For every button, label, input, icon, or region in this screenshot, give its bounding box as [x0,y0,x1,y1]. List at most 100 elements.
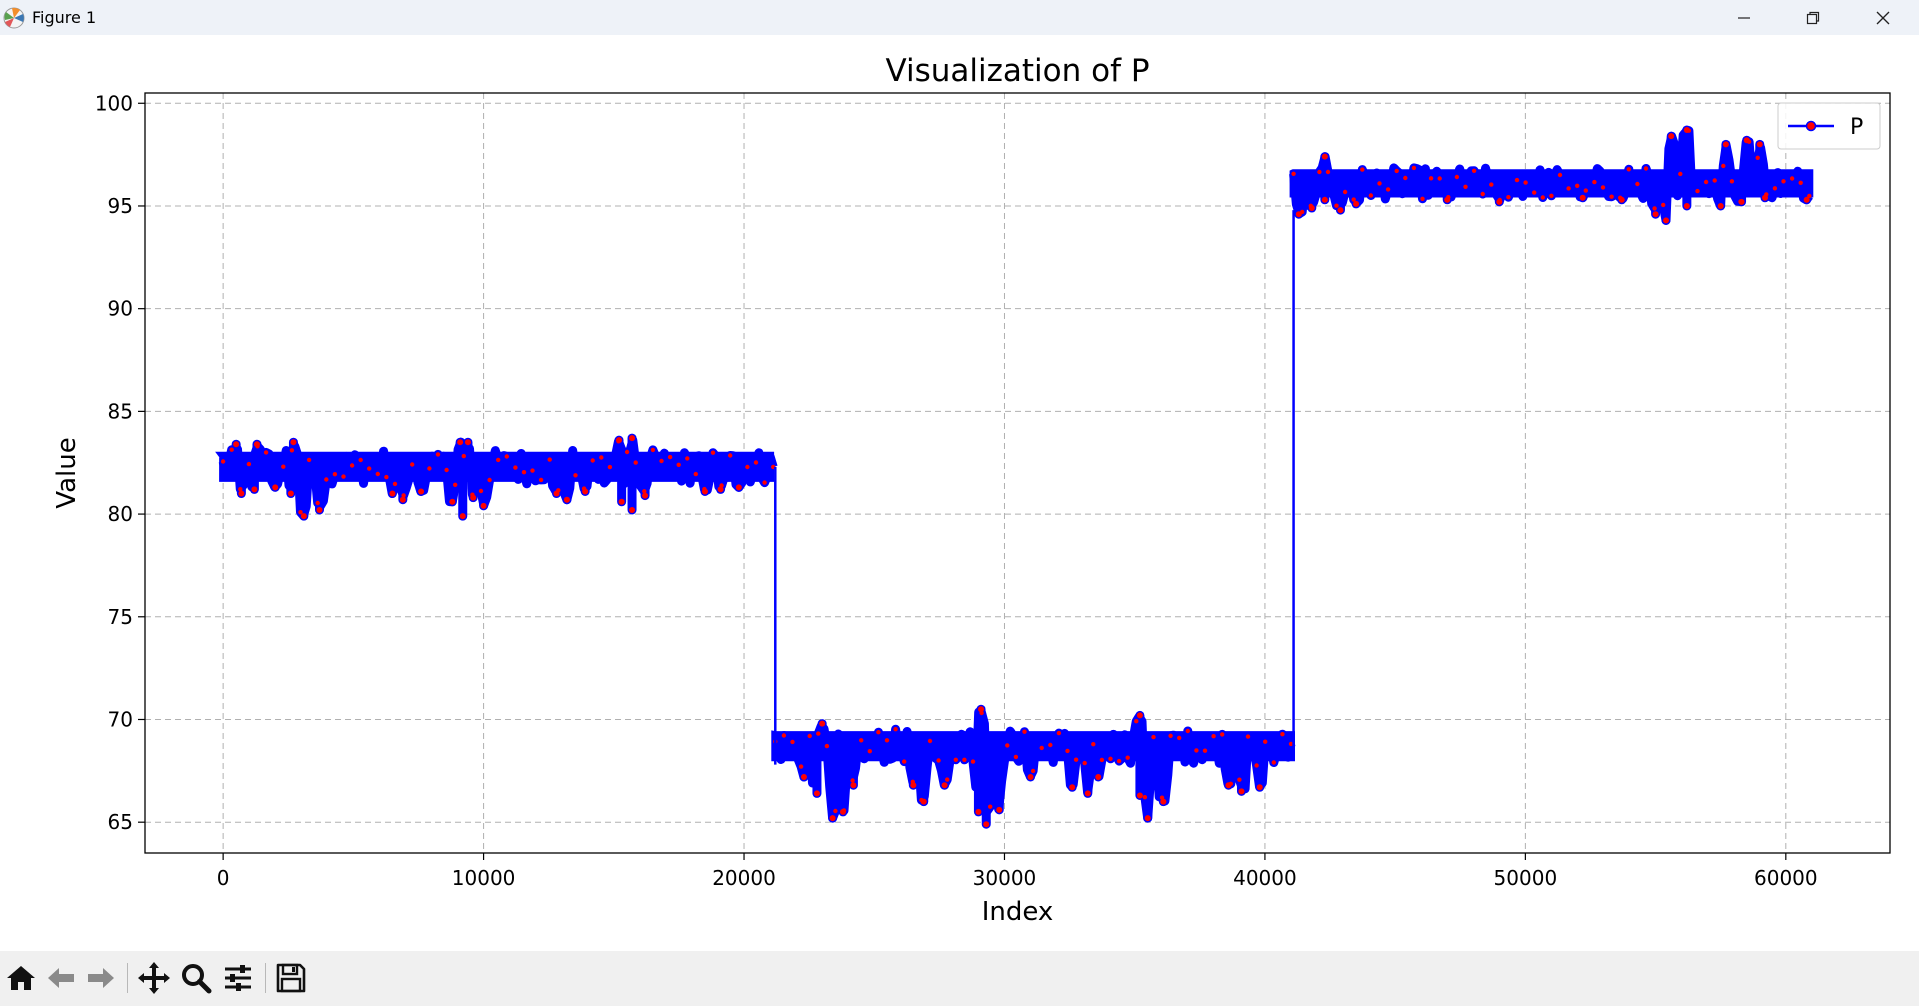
y-tick-label: 75 [108,605,133,629]
series-p-marker [1772,186,1778,191]
zoom-button[interactable] [177,959,215,997]
series-p-marker [1142,795,1148,800]
series-p-marker [629,435,636,442]
series-p-marker [850,778,855,783]
series-p-marker [953,757,958,762]
series-p-marker [910,779,915,784]
series-p-marker [1271,760,1277,765]
series-p-marker [659,458,664,464]
save-button[interactable] [272,959,310,997]
series-p-marker [1764,192,1769,197]
series-p-marker [1579,194,1586,201]
pan-icon [138,962,170,994]
forward-button[interactable] [82,959,120,997]
series-p-marker [457,439,464,446]
series-p-marker [590,458,595,463]
series-p-marker [459,513,466,520]
series-p-marker [1635,181,1640,187]
series-p-marker [281,464,286,469]
series-p-marker [1549,193,1554,198]
y-tick-label: 80 [108,502,133,526]
series-p-marker [710,450,716,455]
series-p-marker [306,457,312,463]
series-p-marker [1463,184,1468,189]
series-p-marker [728,453,733,458]
x-tick-label: 30000 [973,866,1037,890]
series-p-marker [1245,734,1251,739]
series-p-marker [1497,197,1503,203]
series-p-marker [1342,189,1348,195]
series-p-marker [1557,172,1563,178]
series-p-marker [1454,174,1460,180]
series-p-marker [1669,134,1674,139]
series-p-marker [290,439,297,446]
figure-canvas[interactable]: 0 10000 20000 30000 40000 50000 60000 65 70 75 80… [0,35,1919,951]
series-p-marker [375,471,380,477]
series-p-marker [1091,742,1096,747]
y-axis-ticks: 65 70 75 80 85 90 95 100 [95,91,145,834]
series-p-marker [667,454,673,460]
series-p-marker [1798,180,1803,185]
series-p-marker [702,486,707,492]
home-button[interactable] [2,959,40,997]
series-p-marker [1489,182,1494,187]
series-p-marker [1592,179,1597,185]
series-p-marker [1220,732,1225,737]
series-p-marker [263,450,269,455]
series-p-marker [927,738,933,744]
x-tick-label: 50000 [1494,866,1558,890]
series-p-marker [753,460,759,465]
series-p-marker [1506,195,1511,200]
pan-button[interactable] [135,959,173,997]
configure-subplots-button[interactable] [219,959,257,997]
home-icon [7,966,35,990]
series-p-marker [1337,207,1344,214]
toolbar-separator [265,963,266,993]
series-p-marker [1125,755,1130,760]
series-p-marker [876,730,881,735]
series-p-marker [220,459,226,464]
series-p-marker [496,457,501,463]
series-p-marker [1099,757,1105,763]
back-arrow-icon [48,968,74,988]
y-tick-label: 90 [108,297,133,321]
restore-button[interactable] [1778,0,1848,35]
series-p-marker [246,461,252,467]
x-axis-ticks: 0 10000 20000 30000 40000 50000 60000 [217,853,1818,890]
series-p-marker [564,497,570,502]
series-p-marker [693,471,698,477]
close-button[interactable] [1848,0,1918,35]
series-p-marker [629,506,636,513]
series-p-marker [1095,774,1102,780]
title-bar[interactable]: Figure 1 [0,0,1919,35]
series-p-marker [1211,734,1216,739]
series-p-marker [1446,195,1451,200]
navigation-toolbar [0,951,1919,1006]
series-p-marker [300,513,307,520]
y-axis-label: Value [52,437,82,508]
series-p-marker [1661,202,1666,208]
series-p-marker [238,490,245,497]
series-p-marker [464,439,471,446]
series-p-marker [850,782,857,789]
series-p-marker [1108,756,1113,761]
series-p-marker [449,498,456,505]
series-p-marker [418,489,423,494]
series-p-marker [1288,741,1294,747]
series-p-marker [642,492,649,499]
back-button[interactable] [42,959,80,997]
series-p-marker [1056,730,1062,736]
minimize-button[interactable] [1709,0,1779,35]
series-p-marker [1317,169,1322,175]
x-tick-label: 0 [217,866,230,890]
series-p-marker [1360,167,1365,172]
series-p-marker [829,815,836,822]
series-p-marker [599,455,604,460]
x-tick-label: 40000 [1233,866,1297,890]
series-p-marker [941,782,948,789]
series-p-marker [255,444,260,449]
series-p-marker [736,485,741,490]
series-p-marker [1609,194,1614,199]
series-p-marker [1626,167,1632,172]
series-p-marker [1756,141,1763,148]
